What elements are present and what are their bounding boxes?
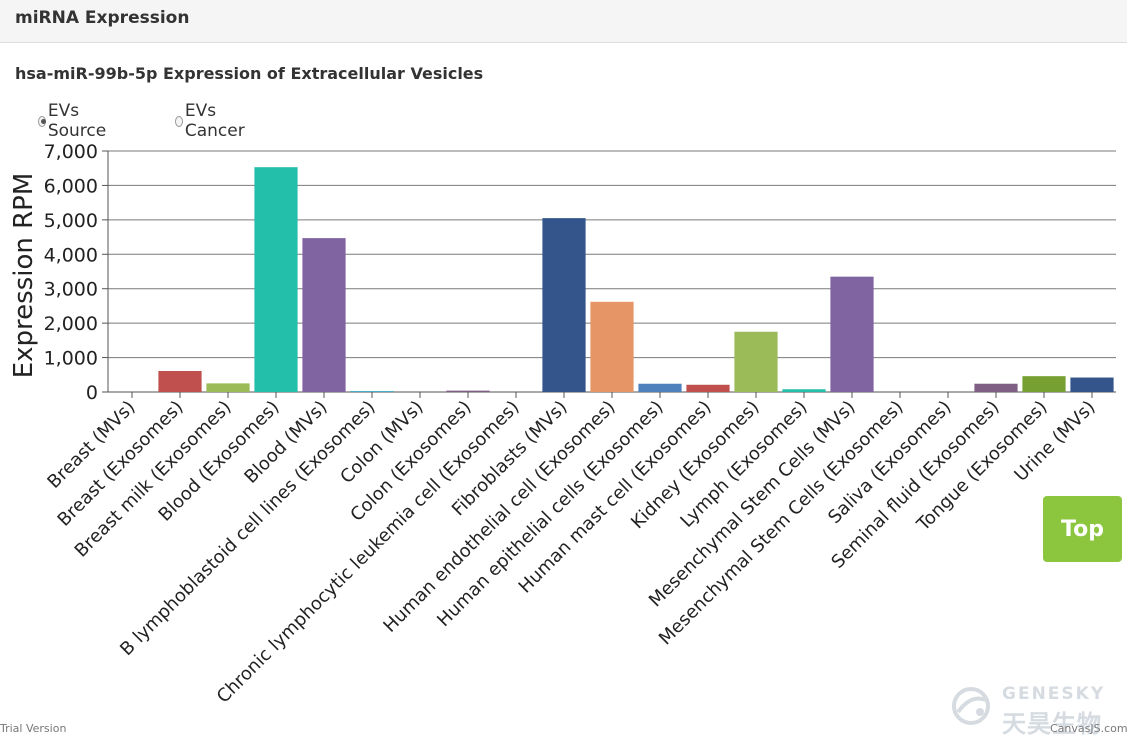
y-tick-label: 1,000 (44, 348, 98, 370)
bar (590, 301, 634, 392)
bar (686, 384, 730, 392)
genesky-logo-icon (952, 687, 990, 725)
y-tick-label: 6,000 (44, 175, 98, 197)
y-tick-label: 3,000 (44, 279, 98, 301)
y-tick-label: 0 (86, 382, 98, 404)
bar (206, 383, 250, 392)
bar (350, 390, 394, 392)
bar (302, 238, 346, 392)
y-tick-label: 5,000 (44, 210, 98, 232)
bar (1022, 376, 1066, 392)
bar (734, 331, 778, 392)
top-button[interactable]: Top (1043, 496, 1122, 562)
chart-title: hsa-miR-99b-5p Expression of Extracellul… (15, 64, 484, 83)
radio-label-evs-cancer: EVs Cancer (184, 101, 245, 141)
bar (1070, 377, 1114, 392)
watermark-chinese: 天昊生物 (1002, 710, 1102, 738)
genesky-watermark: GENESKY 天昊生物 (948, 684, 1113, 738)
bar (254, 167, 298, 392)
watermark-brand: GENESKY (1002, 684, 1106, 704)
bar (638, 383, 682, 392)
y-axis-title: Expression RPM (9, 173, 39, 379)
bar (158, 370, 202, 392)
radio-label-evs-source: EVs Source (47, 101, 107, 141)
bar (782, 389, 826, 392)
trial-version-text: Trial Version (0, 722, 67, 735)
bar (830, 276, 874, 392)
radio-checked-icon[interactable] (38, 115, 46, 127)
y-tick-label: 4,000 (44, 244, 98, 266)
panel-title: miRNA Expression (15, 8, 190, 28)
bar (974, 383, 1018, 392)
panel-header: miRNA Expression (0, 0, 1127, 43)
radio-evs-cancer[interactable]: EVs Cancer (175, 101, 248, 141)
canvasjs-credit[interactable]: CanvasJS.com (1050, 722, 1127, 735)
y-tick-label: 7,000 (44, 141, 98, 163)
bar (542, 218, 586, 392)
y-tick-label: 2,000 (44, 313, 98, 335)
bar (446, 390, 490, 392)
radio-unchecked-icon[interactable] (175, 115, 183, 127)
bar-chart: 0 1,000 2,000 3,000 4,000 5,000 6,000 7,000Expr… (9, 141, 1116, 707)
radio-evs-source[interactable]: EVs Source (38, 101, 109, 141)
